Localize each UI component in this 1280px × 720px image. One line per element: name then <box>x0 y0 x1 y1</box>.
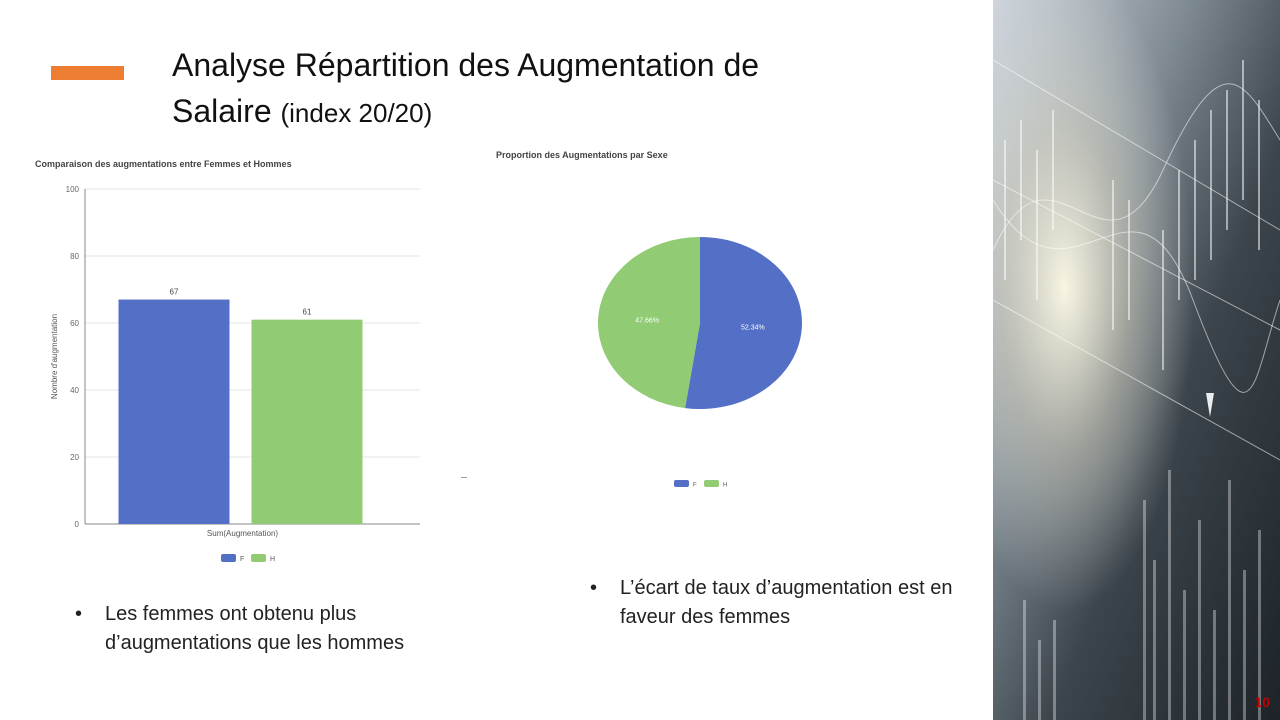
legend-label: H <box>723 483 727 489</box>
title-accent-bar <box>51 66 124 80</box>
pie-chart: 52.34% 47.66% F H <box>598 237 803 489</box>
pie-slice-label: 47.66% <box>635 318 659 325</box>
slide-number: 10 <box>1254 694 1270 710</box>
legend-label: F <box>240 556 244 563</box>
decorative-finance-photo <box>993 0 1280 720</box>
y-tick-label: 20 <box>70 453 79 462</box>
x-axis-label: Sum(Augmentation) <box>207 529 278 538</box>
y-tick-label: 100 <box>66 185 80 194</box>
left-bullet: • Les femmes ont obtenu plus d’augmentat… <box>75 600 485 658</box>
right-bullet: • L’écart de taux d’augmentation est en … <box>590 574 990 632</box>
slide-title-suffix: (index 20/20) <box>280 98 433 128</box>
bar-chart: 0 20 40 60 80 100 67 61 Sum(Augmentation) Nombre … <box>50 185 420 563</box>
right-bullet-text: L’écart de taux d’augmentation est en fa… <box>620 577 953 628</box>
y-tick-label: 60 <box>70 319 79 328</box>
bar-chart-title: Comparaison des augmentations entre Femm… <box>35 159 292 169</box>
bar-h <box>251 319 363 524</box>
legend-swatch-f <box>221 554 236 562</box>
y-tick-label: 80 <box>70 252 79 261</box>
y-tick-label: 0 <box>75 520 80 529</box>
legend-swatch-h <box>251 554 266 562</box>
bullet-marker: • <box>75 603 83 625</box>
y-axis-label: Nombre d'augmentation <box>50 314 59 399</box>
pie-slice-h <box>598 237 700 409</box>
bar-f <box>118 299 230 524</box>
bar-data-label: 67 <box>170 288 179 297</box>
legend-label: F <box>693 483 697 489</box>
pie-slice-label: 52.34% <box>741 324 765 331</box>
pie-chart-title: Proportion des Augmentations par Sexe <box>496 150 668 160</box>
chart-separator-mark <box>461 477 467 478</box>
y-tick-label: 40 <box>70 386 79 395</box>
legend-swatch-h <box>704 480 719 487</box>
pie-slice-f <box>685 237 803 409</box>
left-bullet-text: Les femmes ont obtenu plus d’augmentatio… <box>105 603 405 654</box>
slide-title-main: Analyse Répartition des Augmentation de … <box>172 47 760 129</box>
bar-data-label: 61 <box>303 308 312 317</box>
legend-swatch-f <box>674 480 689 487</box>
slide-title: Analyse Répartition des Augmentation de … <box>172 42 812 136</box>
legend-label: H <box>270 556 275 563</box>
bullet-marker: • <box>590 577 598 599</box>
